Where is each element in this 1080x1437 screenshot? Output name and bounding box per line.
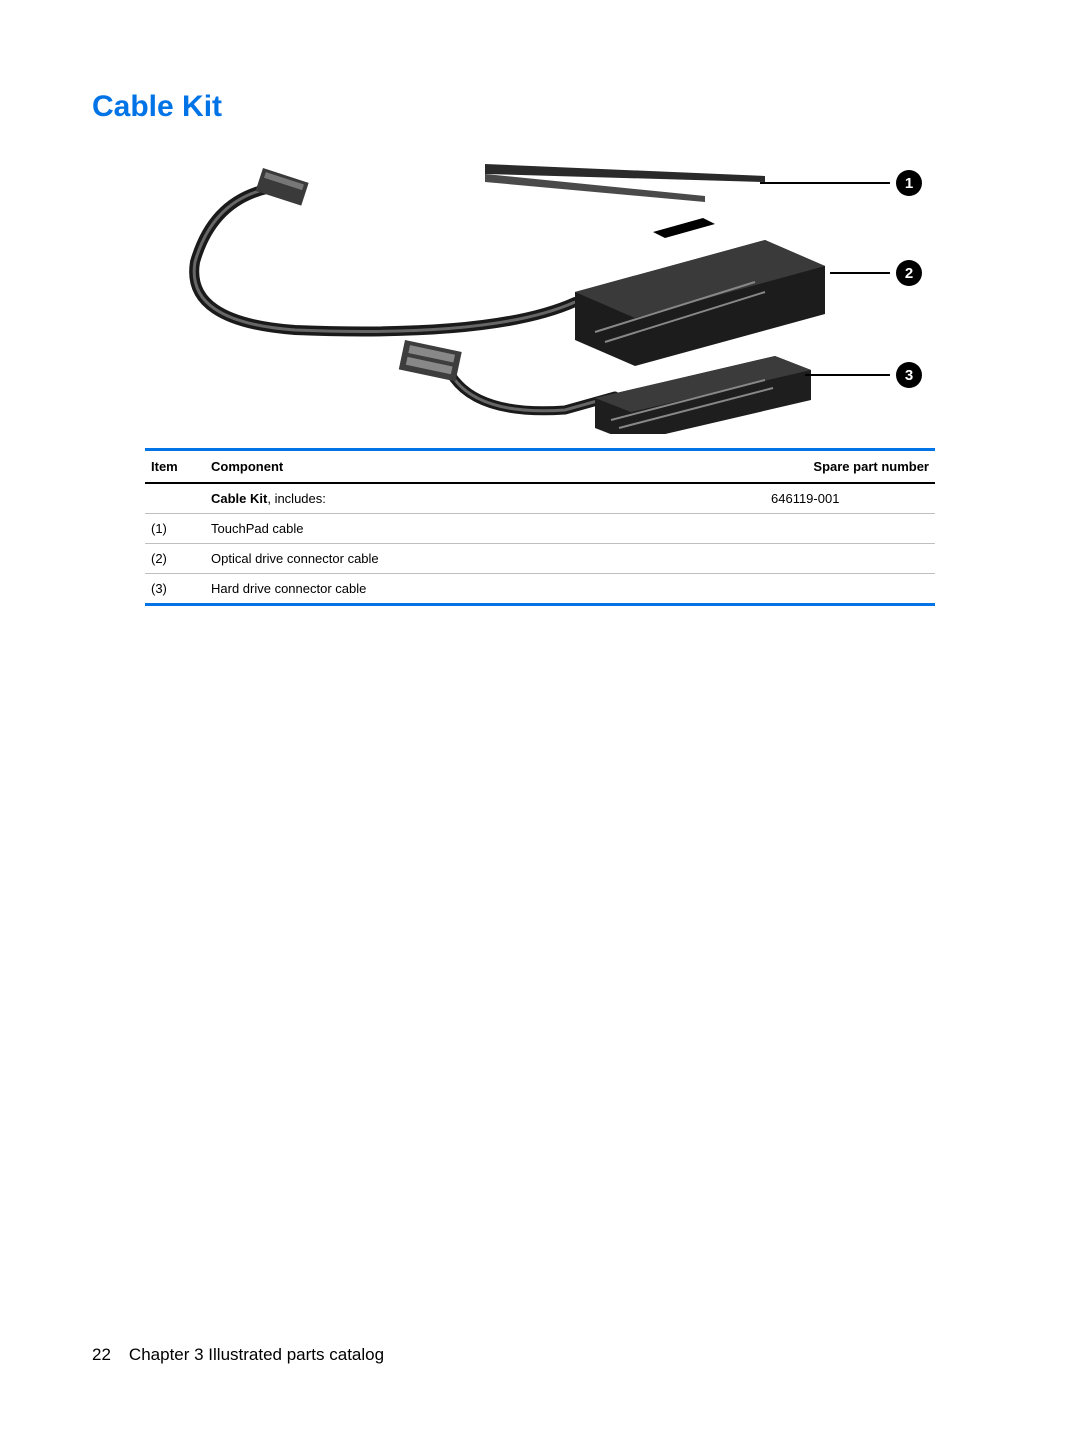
parts-table: Item Component Spare part number Cable K… [145, 448, 935, 606]
callout-leader [805, 374, 890, 376]
table-row: Cable Kit, includes: 646119-001 [145, 483, 935, 514]
cell-item: (1) [145, 514, 205, 544]
callout-1: 1 [760, 170, 922, 196]
callout-3: 3 [805, 362, 922, 388]
page-footer: 22 Chapter 3 Illustrated parts catalog [92, 1345, 384, 1365]
cell-component: Optical drive connector cable [205, 544, 765, 574]
callout-bubble: 3 [896, 362, 922, 388]
illus-hard-drive-cable [399, 340, 811, 434]
callout-bubble: 1 [896, 170, 922, 196]
illus-touchpad-cable [485, 164, 765, 202]
table-row: (3) Hard drive connector cable [145, 574, 935, 605]
cell-spare-part-number [765, 574, 935, 605]
col-header-component: Component [205, 450, 765, 484]
cell-component-rest: , includes: [267, 491, 326, 506]
page: Cable Kit [0, 0, 1080, 1437]
cell-item: (2) [145, 544, 205, 574]
callout-leader [830, 272, 890, 274]
cell-component: Cable Kit, includes: [205, 483, 765, 514]
cell-spare-part-number [765, 514, 935, 544]
section-heading: Cable Kit [92, 90, 988, 124]
cell-spare-part-number [765, 544, 935, 574]
cell-item: (3) [145, 574, 205, 605]
cell-item [145, 483, 205, 514]
cell-spare-part-number: 646119-001 [765, 483, 935, 514]
illus-optical-drive-cable [194, 168, 825, 366]
callout-2: 2 [830, 260, 922, 286]
table-header-row: Item Component Spare part number [145, 450, 935, 484]
col-header-spare-part-number: Spare part number [765, 450, 935, 484]
cell-component: TouchPad cable [205, 514, 765, 544]
page-number: 22 [92, 1345, 111, 1365]
table-row: (1) TouchPad cable [145, 514, 935, 544]
callout-bubble: 2 [896, 260, 922, 286]
col-header-item: Item [145, 450, 205, 484]
chapter-label: Chapter 3 Illustrated parts catalog [129, 1345, 384, 1364]
cell-component-bold: Cable Kit [211, 491, 267, 506]
cell-component: Hard drive connector cable [205, 574, 765, 605]
figure-cable-kit: 1 2 3 [145, 152, 935, 434]
table-row: (2) Optical drive connector cable [145, 544, 935, 574]
callout-leader [760, 182, 890, 184]
